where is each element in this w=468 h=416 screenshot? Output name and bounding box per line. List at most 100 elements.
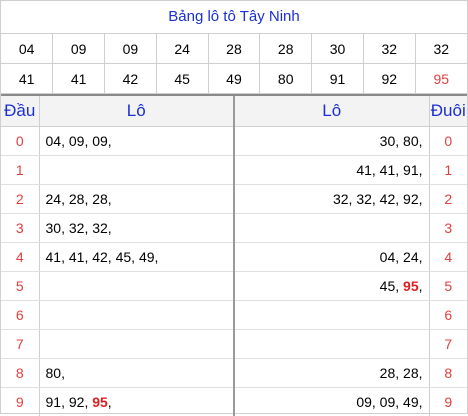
duoi-digit: 8 <box>429 359 467 388</box>
header-lo-left: Lô <box>39 96 234 127</box>
number-cell-special: 95 <box>415 64 467 94</box>
lo-number: 09 <box>69 133 85 149</box>
dau-digit: 3 <box>1 214 39 243</box>
separator: , <box>61 191 69 207</box>
lo-number: 32 <box>333 191 349 207</box>
separator: , <box>419 191 423 207</box>
header-lo-right: Lô <box>234 96 429 127</box>
separator: , <box>131 249 139 265</box>
separator: , <box>419 365 423 381</box>
lo-number: 41 <box>69 249 85 265</box>
lo-number: 09 <box>380 394 396 410</box>
lo-right-cell: 04, 24, <box>234 243 429 272</box>
lo-left-cell: 30, 32, 32, <box>39 214 234 243</box>
lo-number: 41 <box>380 162 396 178</box>
lo-left-cell: 91, 92, 95, <box>39 388 234 416</box>
dau-digit: 4 <box>1 243 39 272</box>
lo-number: 09 <box>356 394 372 410</box>
separator: , <box>395 162 403 178</box>
separator: , <box>108 220 112 236</box>
lo-left-cell: 80, <box>39 359 234 388</box>
separator: , <box>395 133 403 149</box>
number-cell: 41 <box>53 64 105 94</box>
lo-number: 32 <box>92 220 108 236</box>
lo-number: 24 <box>46 191 62 207</box>
dau-digit: 5 <box>1 272 39 301</box>
separator: , <box>108 394 112 410</box>
lo-left-cell <box>39 301 234 330</box>
dau-digit: 9 <box>1 388 39 416</box>
lo-number: 80 <box>403 133 419 149</box>
separator: , <box>372 394 380 410</box>
lo-number: 49 <box>403 394 419 410</box>
number-cell: 91 <box>312 64 364 94</box>
number-cell: 32 <box>363 34 415 64</box>
separator: , <box>108 191 112 207</box>
number-cell: 28 <box>208 34 260 64</box>
duoi-digit: 1 <box>429 156 467 185</box>
header-duoi: Đuôi <box>429 96 467 127</box>
separator: , <box>372 162 380 178</box>
lo-right-cell: 30, 80, <box>234 127 429 156</box>
duoi-digit: 5 <box>429 272 467 301</box>
lo-right-cell <box>234 330 429 359</box>
number-cell: 04 <box>1 34 53 64</box>
lo-left-cell <box>39 330 234 359</box>
duoi-digit: 9 <box>429 388 467 416</box>
separator: , <box>372 191 380 207</box>
separator: , <box>419 278 423 294</box>
number-cell: 09 <box>53 34 105 64</box>
numbers-row-1: 04 09 09 24 28 28 30 32 32 <box>1 34 467 64</box>
separator: , <box>395 191 403 207</box>
lo-right-cell: 09, 09, 49, <box>234 388 429 416</box>
dau-digit: 2 <box>1 185 39 214</box>
lo-number: 28 <box>69 191 85 207</box>
separator: , <box>61 220 69 236</box>
lo-right-cell <box>234 214 429 243</box>
header-dau: Đầu <box>1 96 39 127</box>
lo-number: 28 <box>403 365 419 381</box>
duoi-digit: 6 <box>429 301 467 330</box>
lo-number: 30 <box>380 133 396 149</box>
separator: , <box>61 249 69 265</box>
number-cell: 24 <box>156 34 208 64</box>
duoi-digit: 3 <box>429 214 467 243</box>
lo-number: 92 <box>403 191 419 207</box>
separator: , <box>395 278 403 294</box>
duoi-digit: 4 <box>429 243 467 272</box>
number-cell: 09 <box>105 34 157 64</box>
lo-table-header: Đầu Lô Lô Đuôi <box>1 96 467 127</box>
number-cell: 32 <box>415 34 467 64</box>
lo-number: 95 <box>92 394 108 410</box>
dau-digit: 0 <box>1 127 39 156</box>
lo-number: 24 <box>403 249 419 265</box>
number-cell: 45 <box>156 64 208 94</box>
separator: , <box>155 249 159 265</box>
duoi-digit: 0 <box>429 127 467 156</box>
lo-right-cell <box>234 301 429 330</box>
lo-number: 09 <box>92 133 108 149</box>
table-title: Bảng lô tô Tây Ninh <box>1 1 467 34</box>
lo-right-cell: 32, 32, 42, 92, <box>234 185 429 214</box>
lo-number: 42 <box>92 249 108 265</box>
lo-number: 92 <box>69 394 85 410</box>
lo-number: 45 <box>380 278 396 294</box>
lo-number: 49 <box>139 249 155 265</box>
lo-number: 28 <box>92 191 108 207</box>
dau-digit: 8 <box>1 359 39 388</box>
lo-number: 30 <box>46 220 62 236</box>
number-cell: 49 <box>208 64 260 94</box>
numbers-grid: 04 09 09 24 28 28 30 32 32 41 41 42 45 4… <box>1 34 467 94</box>
separator: , <box>395 365 403 381</box>
lo-number: 32 <box>356 191 372 207</box>
dau-digit: 6 <box>1 301 39 330</box>
